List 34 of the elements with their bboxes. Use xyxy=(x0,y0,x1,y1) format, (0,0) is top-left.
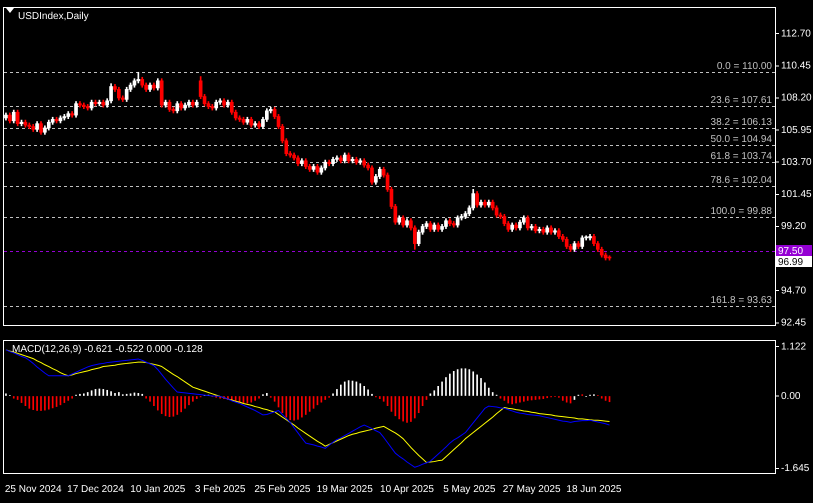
x-tick-label: 25 Nov 2024 xyxy=(4,484,62,495)
y-tick-label: 101.45 xyxy=(781,189,812,200)
x-tick-label: 27 May 2025 xyxy=(502,484,561,495)
x-tick-label: 10 Apr 2025 xyxy=(380,484,434,495)
x-tick-label: 17 Dec 2024 xyxy=(67,484,124,495)
ref-line-label: 23.6 = 107.61 xyxy=(710,94,772,106)
y-tick-label: 92.45 xyxy=(781,318,806,329)
x-tick-label: 19 Mar 2025 xyxy=(316,484,374,495)
x-tick-label: 25 Feb 2025 xyxy=(254,484,311,495)
y-tick-label: 110.45 xyxy=(781,60,812,72)
y-tick-label: 112.70 xyxy=(781,28,812,40)
ref-line-label: 0.0 = 110.00 xyxy=(716,60,772,72)
y-tick-label: -1.645 xyxy=(781,463,810,474)
y-tick-label: 0.00 xyxy=(781,390,801,402)
x-tick-label: 5 May 2025 xyxy=(443,484,496,495)
ref-line-label: 161.8 = 93.63 xyxy=(710,294,772,306)
y-tick-label: 105.95 xyxy=(781,124,812,136)
y-tick-label: 103.70 xyxy=(781,156,812,168)
ref-line-label: 61.8 = 103.74 xyxy=(710,150,772,162)
ref-line-label: 97.50 xyxy=(778,246,804,257)
ref-line-label: 100.0 = 99.88 xyxy=(710,206,772,217)
y-tick-label: 108.20 xyxy=(781,92,812,104)
text: 96.99 xyxy=(778,256,804,268)
y-tick-label: 99.20 xyxy=(781,221,806,232)
ref-line-label: 50.0 = 104.94 xyxy=(710,134,772,145)
x-tick-label: 18 Jun 2025 xyxy=(566,484,622,495)
ref-line-label: 78.6 = 102.04 xyxy=(710,174,772,186)
chart-title: MACD(12,26,9) -0.621 -0.522 0.000 -0.128 xyxy=(12,344,204,355)
x-tick-label: 3 Feb 2025 xyxy=(194,484,246,495)
ref-line-label: 38.2 = 106.13 xyxy=(710,116,772,128)
x-tick-label: 10 Jan 2025 xyxy=(130,484,186,495)
chart-title: USDIndex,Daily xyxy=(18,10,89,22)
y-tick-label: 1.122 xyxy=(781,341,806,352)
y-tick-label: 94.70 xyxy=(781,285,806,296)
